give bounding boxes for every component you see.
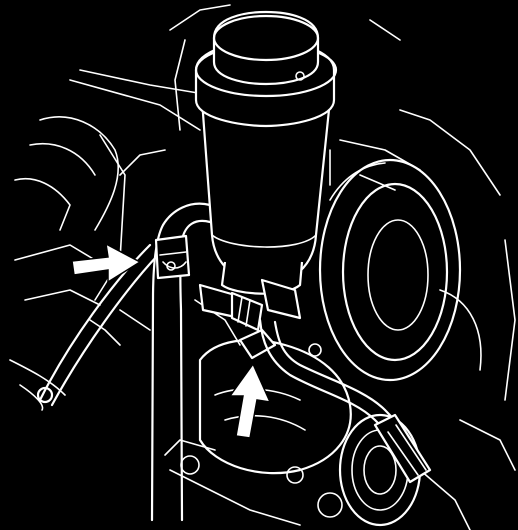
engine-background — [9, 4, 516, 530]
hose-clamp-arrow — [71, 242, 142, 284]
fitting-arrow — [228, 362, 272, 439]
hose-clamp — [154, 234, 191, 280]
reservoir-cap — [194, 10, 338, 128]
pulley — [318, 158, 462, 382]
outlet-fitting — [198, 278, 322, 360]
rod — [36, 243, 160, 407]
reservoir-body — [200, 98, 332, 295]
feed-pipe — [258, 318, 432, 484]
